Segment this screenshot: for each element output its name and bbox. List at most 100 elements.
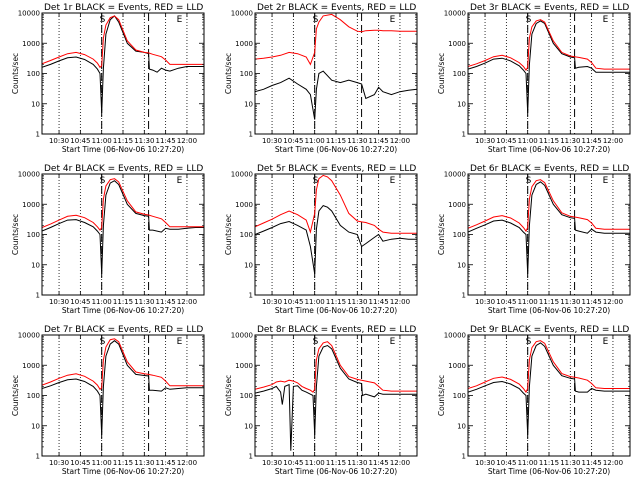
y-tick-label: 100	[240, 231, 253, 239]
y-tick-label: 100	[453, 70, 466, 78]
y-tick-label: 100	[240, 392, 253, 400]
x-tick-label: 11:00	[518, 137, 538, 145]
y-tick-label: 1000	[22, 201, 40, 209]
x-tick-label: 11:30	[347, 298, 367, 306]
x-axis-label: Start Time (06-Nov-06 10:27:20)	[488, 306, 610, 315]
start-flag: S	[526, 337, 532, 347]
start-flag: S	[526, 176, 532, 186]
start-flag: S	[313, 15, 319, 25]
y-tick-label: 10	[244, 261, 253, 269]
series-lld-line	[468, 179, 630, 233]
x-tick-label: 10:30	[49, 459, 69, 467]
y-tick-label: 10000	[18, 332, 40, 340]
y-tick-label: 1	[249, 453, 253, 461]
panel-title: Det 7r BLACK = Events, RED = LLD	[44, 325, 203, 335]
x-tick-label: 10:30	[262, 298, 282, 306]
y-tick-label: 100	[27, 70, 40, 78]
x-tick-label: 11:15	[326, 298, 346, 306]
series-events-line	[42, 180, 204, 274]
series-lld-line	[255, 341, 417, 393]
y-tick-label: 100	[453, 231, 466, 239]
y-tick-label: 10000	[231, 171, 253, 179]
panel-title: Det 6r BLACK = Events, RED = LLD	[470, 164, 629, 174]
series-lld-line	[255, 174, 417, 234]
x-tick-label: 11:00	[305, 459, 325, 467]
x-axis-label: Start Time (06-Nov-06 10:27:20)	[62, 467, 184, 476]
y-tick-label: 1	[36, 292, 40, 300]
start-flag: S	[313, 176, 319, 186]
x-tick-label: 11:30	[560, 298, 580, 306]
end-flag: E	[177, 15, 183, 25]
y-tick-label: 10	[31, 422, 40, 430]
x-tick-label: 11:45	[369, 137, 389, 145]
x-tick-label: 10:45	[283, 459, 303, 467]
y-tick-label: 1000	[235, 40, 253, 48]
x-tick-label: 12:00	[390, 137, 410, 145]
y-tick-label: 1	[249, 131, 253, 139]
series-events-line	[468, 20, 630, 113]
panel-det-2: Det 2r BLACK = Events, RED = LLD S E 1 10 100…	[224, 3, 418, 154]
x-tick-label: 11:15	[113, 137, 133, 145]
x-tick-label: 11:15	[113, 298, 133, 306]
panel-det-1: Det 1r BLACK = Events, RED = LLD S E 1 10 100…	[11, 3, 205, 154]
x-tick-label: 10:30	[475, 459, 495, 467]
y-axis-label: Counts/sec	[11, 214, 20, 255]
x-tick-label: 11:15	[113, 459, 133, 467]
x-tick-label: 11:15	[326, 137, 346, 145]
x-tick-label: 10:30	[49, 137, 69, 145]
x-tick-label: 11:45	[156, 298, 176, 306]
y-tick-label: 1000	[235, 201, 253, 209]
panel-title: Det 9r BLACK = Events, RED = LLD	[470, 325, 629, 335]
y-tick-label: 1000	[22, 362, 40, 370]
series-lld-line	[255, 13, 417, 66]
x-tick-label: 11:30	[560, 137, 580, 145]
y-tick-label: 10000	[18, 171, 40, 179]
panel-det-8: Det 8r BLACK = Events, RED = LLD S E 1 10 100…	[224, 325, 418, 476]
x-tick-label: 11:45	[156, 459, 176, 467]
x-axis-label: Start Time (06-Nov-06 10:27:20)	[488, 467, 610, 476]
x-tick-label: 10:45	[70, 298, 90, 306]
x-tick-label: 10:30	[262, 137, 282, 145]
end-flag: E	[390, 176, 396, 186]
y-tick-label: 10	[31, 261, 40, 269]
x-tick-label: 11:45	[582, 137, 602, 145]
panel-det-7: Det 7r BLACK = Events, RED = LLD S E 1 10 100…	[11, 325, 205, 476]
panel-title: Det 2r BLACK = Events, RED = LLD	[257, 3, 416, 13]
x-tick-label: 11:30	[347, 137, 367, 145]
panel-det-9: Det 9r BLACK = Events, RED = LLD S E 1 10 100…	[437, 325, 631, 476]
y-tick-label: 10000	[444, 10, 466, 18]
x-tick-label: 11:45	[156, 137, 176, 145]
y-tick-label: 10	[457, 261, 466, 269]
end-flag: E	[603, 337, 609, 347]
x-axis-label: Start Time (06-Nov-06 10:27:20)	[488, 145, 610, 154]
start-flag: S	[100, 176, 106, 186]
y-tick-label: 1000	[448, 40, 466, 48]
end-flag: E	[177, 176, 183, 186]
x-tick-label: 11:15	[539, 459, 559, 467]
y-tick-label: 10	[457, 100, 466, 108]
x-tick-label: 11:15	[539, 298, 559, 306]
y-axis-label: Counts/sec	[11, 53, 20, 94]
x-tick-label: 10:45	[283, 137, 303, 145]
start-flag: S	[313, 337, 319, 347]
x-tick-label: 11:45	[369, 459, 389, 467]
x-axis-label: Start Time (06-Nov-06 10:27:20)	[62, 145, 184, 154]
series-lld-line	[42, 15, 204, 69]
series-events-line	[255, 70, 417, 120]
x-tick-label: 10:45	[70, 459, 90, 467]
x-tick-label: 12:00	[390, 298, 410, 306]
y-axis-label: Counts/sec	[437, 53, 446, 94]
y-tick-label: 10	[244, 100, 253, 108]
x-tick-label: 11:15	[326, 459, 346, 467]
end-flag: E	[177, 337, 183, 347]
x-tick-label: 11:45	[582, 298, 602, 306]
x-tick-label: 11:30	[134, 137, 154, 145]
series-lld-line	[42, 338, 204, 391]
y-axis-label: Counts/sec	[437, 375, 446, 416]
x-axis-label: Start Time (06-Nov-06 10:27:20)	[275, 467, 397, 476]
y-tick-label: 1000	[448, 201, 466, 209]
panel-det-6: Det 6r BLACK = Events, RED = LLD S E 1 10 100…	[437, 164, 631, 315]
series-events-line	[255, 344, 417, 451]
x-tick-label: 11:45	[369, 298, 389, 306]
